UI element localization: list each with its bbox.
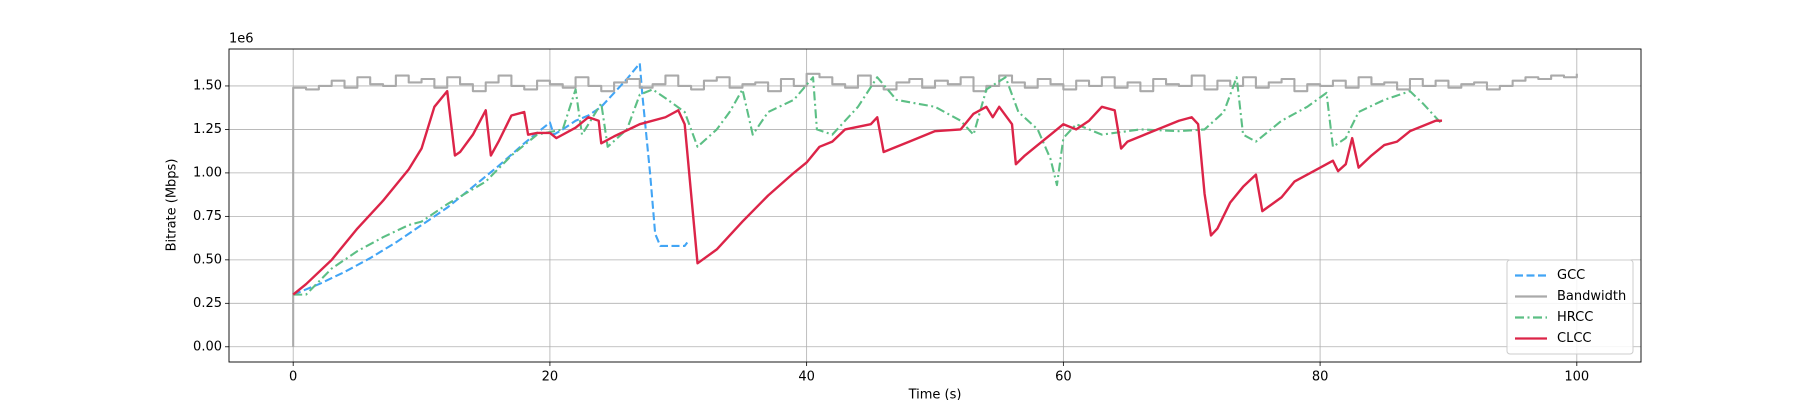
series-line <box>292 62 689 296</box>
y-tick-label: 1.50 <box>193 78 222 93</box>
legend-label: HRCC <box>1557 310 1593 325</box>
series-line <box>292 72 1578 347</box>
x-tick-label: 0 <box>289 370 297 385</box>
x-tick-label: 100 <box>1564 370 1589 385</box>
y-axis-label: Bitrate (Mbps) <box>165 159 180 252</box>
legend-box <box>1506 259 1634 355</box>
x-tick-label: 40 <box>798 370 815 385</box>
y-tick-label: 0.75 <box>193 209 222 224</box>
y-tick-label: 1.25 <box>193 122 222 137</box>
legend: GCC Bandwidth HRCC CLCC <box>1506 259 1634 355</box>
series-line <box>292 89 1443 296</box>
y-tick-label: 1.00 <box>193 165 222 180</box>
x-tick-label: 60 <box>1055 370 1072 385</box>
x-tick-label: 20 <box>542 370 559 385</box>
x-tick-label: 80 <box>1312 370 1329 385</box>
legend-label: Bandwidth <box>1557 289 1626 304</box>
y-tick-label: 0.25 <box>193 296 222 311</box>
y-offset-label: 1e6 <box>229 32 254 47</box>
plot-frame <box>228 48 1642 363</box>
y-tick-label: 0.50 <box>193 252 222 267</box>
legend-label: GCC <box>1557 268 1585 283</box>
series-line <box>293 76 1443 296</box>
y-tick-label: 0.00 <box>193 339 222 354</box>
x-axis-label: Time (s) <box>908 388 962 400</box>
legend-label: CLCC <box>1557 331 1591 346</box>
